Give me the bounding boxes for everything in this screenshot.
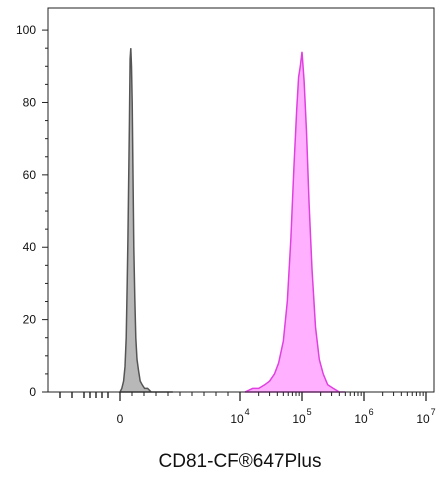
plot-frame: [47, 7, 435, 393]
histogram-series-1: [118, 48, 173, 393]
y-tick-label: 60: [23, 168, 37, 182]
x-axis: 0 104 105 106 107: [59, 392, 436, 426]
y-tick-label: 0: [29, 385, 36, 399]
x-axis-title: CD81-CF®647Plus: [159, 451, 322, 472]
y-tick-label: 80: [23, 95, 37, 109]
histogram-series-2: [244, 51, 346, 393]
x-tick-label: 105: [292, 407, 311, 426]
x-tick-label: 106: [354, 407, 373, 426]
x-tick-label: 107: [416, 407, 435, 426]
y-tick-label: 40: [23, 240, 37, 254]
y-tick-label: 20: [23, 313, 37, 327]
axis-layer: 0 20 40 60 80 100 0 104 105 106 107: [16, 7, 436, 426]
x-tick-label: 0: [117, 412, 124, 426]
y-axis: 0 20 40 60 80 100: [16, 23, 48, 399]
y-tick-label: 100: [16, 23, 36, 37]
x-tick-label: 104: [230, 407, 249, 426]
series-layer: [118, 48, 346, 393]
